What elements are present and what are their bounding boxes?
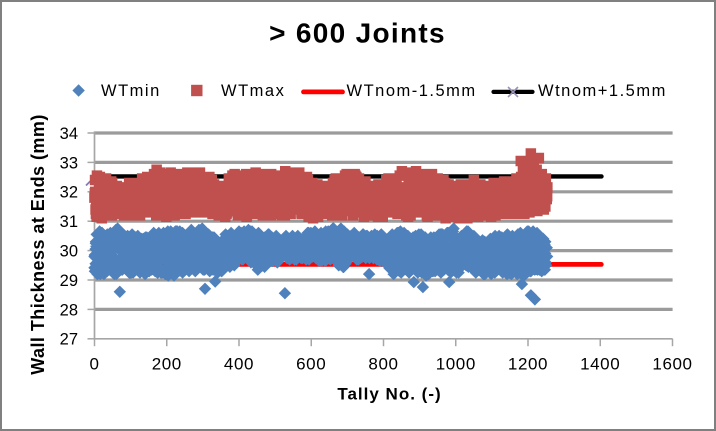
svg-text:Wall Thickness at Ends (mm): Wall Thickness at Ends (mm) [28, 114, 48, 375]
svg-text:1200: 1200 [508, 355, 548, 374]
svg-text:1000: 1000 [436, 355, 476, 374]
svg-text:WTmax: WTmax [221, 82, 285, 100]
svg-text:30: 30 [60, 243, 78, 261]
svg-text:28: 28 [60, 301, 78, 319]
svg-text:33: 33 [60, 154, 78, 172]
svg-text:1600: 1600 [652, 355, 692, 374]
svg-text:WTmin: WTmin [101, 82, 161, 100]
svg-text:29: 29 [60, 272, 78, 290]
svg-text:Wtnom+1.5mm: Wtnom+1.5mm [538, 82, 667, 100]
svg-text:Tally No. (-): Tally No. (-) [337, 385, 441, 404]
svg-text:27: 27 [60, 331, 78, 349]
svg-text:31: 31 [60, 213, 78, 231]
svg-text:600: 600 [296, 355, 326, 374]
svg-text:> 600 Joints: > 600 Joints [269, 18, 446, 49]
svg-text:200: 200 [152, 355, 182, 374]
svg-text:0: 0 [89, 355, 99, 374]
svg-text:32: 32 [60, 184, 78, 202]
svg-text:1400: 1400 [580, 355, 620, 374]
svg-text:WTnom-1.5mm: WTnom-1.5mm [347, 82, 477, 100]
svg-text:800: 800 [368, 355, 398, 374]
svg-text:400: 400 [224, 355, 254, 374]
svg-text:34: 34 [60, 125, 78, 143]
